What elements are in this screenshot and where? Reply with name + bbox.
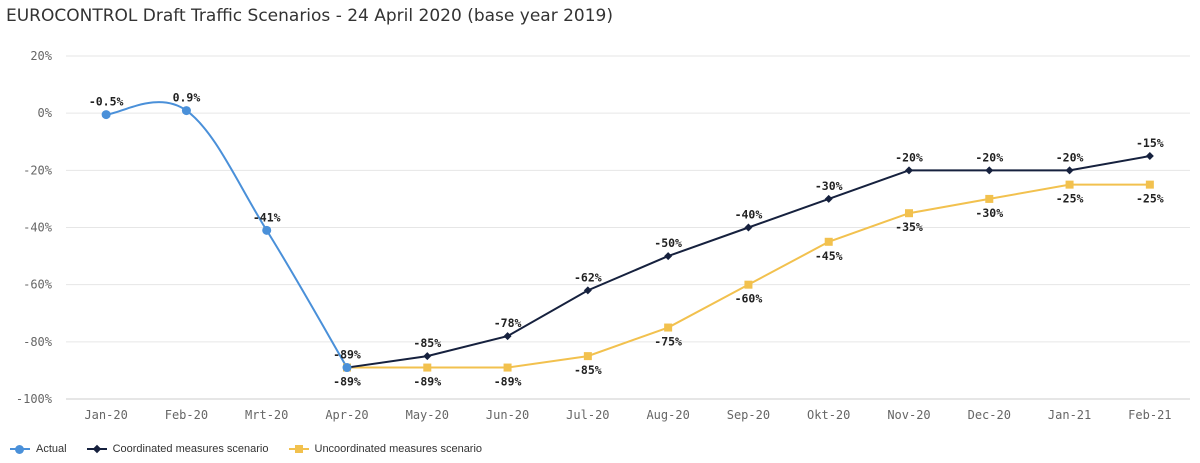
data-label: -30% bbox=[815, 179, 843, 193]
series-markers bbox=[101, 106, 1154, 373]
point-marker[interactable] bbox=[744, 280, 753, 289]
x-tick-label: Sep-20 bbox=[727, 408, 770, 422]
point-marker[interactable] bbox=[905, 209, 913, 218]
legend-label-uncoordinated: Uncoordinated measures scenario bbox=[314, 443, 483, 455]
point-marker[interactable] bbox=[905, 166, 913, 175]
point-marker[interactable] bbox=[583, 352, 592, 361]
data-label: -25% bbox=[1056, 192, 1084, 206]
data-label: -41% bbox=[253, 210, 281, 224]
series-line-0 bbox=[106, 101, 348, 369]
point-marker[interactable] bbox=[824, 194, 833, 203]
x-tick-label: May-20 bbox=[406, 408, 449, 422]
point-marker[interactable] bbox=[262, 225, 272, 235]
x-tick-label: Jul-20 bbox=[566, 408, 609, 422]
point-marker[interactable] bbox=[1145, 152, 1154, 161]
data-label: -89% bbox=[413, 375, 441, 389]
y-tick-label: -100% bbox=[16, 392, 53, 406]
x-tick-label: Okt-20 bbox=[807, 408, 850, 422]
y-tick-label: 0% bbox=[38, 106, 53, 120]
data-label: -60% bbox=[735, 292, 763, 306]
data-label: -50% bbox=[654, 236, 682, 250]
point-marker[interactable] bbox=[744, 223, 753, 232]
x-tick-label: Aug-20 bbox=[646, 408, 689, 422]
x-tick-label: Mrt-20 bbox=[245, 408, 288, 422]
data-label: -89% bbox=[333, 375, 361, 389]
point-marker[interactable] bbox=[583, 286, 592, 295]
x-axis-ticks: Jan-20 Feb-20 Mrt-20 Apr-20 May-20 Jun-20 Jul-… bbox=[84, 408, 1171, 422]
data-label: -15% bbox=[1136, 136, 1164, 150]
point-marker[interactable] bbox=[1065, 166, 1074, 175]
data-label: -45% bbox=[815, 249, 843, 263]
data-label: -89% bbox=[494, 375, 522, 389]
y-tick-label: 20% bbox=[30, 49, 52, 63]
y-tick-label: -80% bbox=[23, 335, 53, 349]
data-label: -40% bbox=[735, 208, 763, 222]
point-marker[interactable] bbox=[985, 194, 994, 203]
data-label: -20% bbox=[1056, 150, 1084, 164]
series-lines bbox=[106, 101, 1151, 369]
point-marker[interactable] bbox=[423, 363, 432, 372]
point-marker[interactable] bbox=[503, 332, 512, 341]
point-marker[interactable] bbox=[664, 323, 673, 332]
data-label: -89% bbox=[333, 348, 361, 362]
data-label: 0.9% bbox=[173, 91, 201, 105]
x-tick-label: Nov-20 bbox=[887, 408, 930, 422]
x-tick-label: Dec-20 bbox=[968, 408, 1011, 422]
legend-label-actual: Actual bbox=[36, 443, 67, 455]
y-tick-label: -40% bbox=[23, 221, 53, 235]
point-marker[interactable] bbox=[1065, 180, 1074, 189]
data-label: -30% bbox=[975, 206, 1003, 220]
x-tick-label: Jan-20 bbox=[84, 408, 127, 422]
legend-marker-square-icon bbox=[288, 444, 309, 454]
data-label: -35% bbox=[895, 220, 923, 234]
chart-title: EUROCONTROL Draft Traffic Scenarios - 24… bbox=[6, 6, 613, 26]
series-line-1 bbox=[346, 155, 1151, 369]
legend-item-uncoordinated[interactable]: Uncoordinated measures scenario bbox=[288, 443, 483, 455]
point-marker[interactable] bbox=[985, 166, 994, 175]
legend-label-coordinated: Coordinated measures scenario bbox=[112, 443, 269, 455]
legend-item-coordinated[interactable]: Coordinated measures scenario bbox=[86, 443, 269, 455]
point-marker[interactable] bbox=[101, 110, 111, 120]
data-label: -85% bbox=[574, 363, 602, 377]
data-label: -85% bbox=[413, 336, 441, 350]
data-label: -62% bbox=[574, 270, 602, 284]
legend-marker-circle-icon bbox=[10, 444, 30, 454]
x-tick-label: Jan-21 bbox=[1048, 408, 1091, 422]
point-marker[interactable] bbox=[824, 237, 833, 246]
legend: Actual Coordinated measures scenario Unc… bbox=[10, 440, 482, 458]
data-labels: -0.5% 0.9% -41% -89% -85% -78% -62% -50% -40% -30… bbox=[89, 91, 1164, 389]
y-tick-label: -20% bbox=[23, 163, 53, 177]
x-tick-label: Apr-20 bbox=[325, 408, 368, 422]
point-marker[interactable] bbox=[503, 363, 512, 372]
data-label: -0.5% bbox=[89, 95, 124, 109]
y-tick-label: -60% bbox=[23, 278, 53, 292]
x-tick-label: Feb-20 bbox=[165, 408, 208, 422]
data-label: -20% bbox=[895, 150, 923, 164]
data-label: -20% bbox=[975, 150, 1003, 164]
x-tick-label: Jun-20 bbox=[486, 408, 529, 422]
point-marker[interactable] bbox=[342, 363, 352, 373]
point-marker[interactable] bbox=[1145, 180, 1154, 189]
x-tick-label: Feb-21 bbox=[1128, 408, 1171, 422]
legend-marker-diamond-icon bbox=[86, 444, 107, 454]
point-marker[interactable] bbox=[423, 352, 432, 361]
data-label: -78% bbox=[494, 316, 522, 330]
data-label: -25% bbox=[1136, 192, 1164, 206]
grid-lines bbox=[66, 55, 1190, 400]
legend-item-actual[interactable]: Actual bbox=[10, 443, 67, 455]
point-marker[interactable] bbox=[181, 106, 191, 116]
y-axis-ticks: 20% 0% -20% -40% -60% -80% -100% bbox=[16, 49, 53, 406]
point-marker[interactable] bbox=[664, 252, 673, 261]
data-label: -75% bbox=[654, 335, 682, 349]
